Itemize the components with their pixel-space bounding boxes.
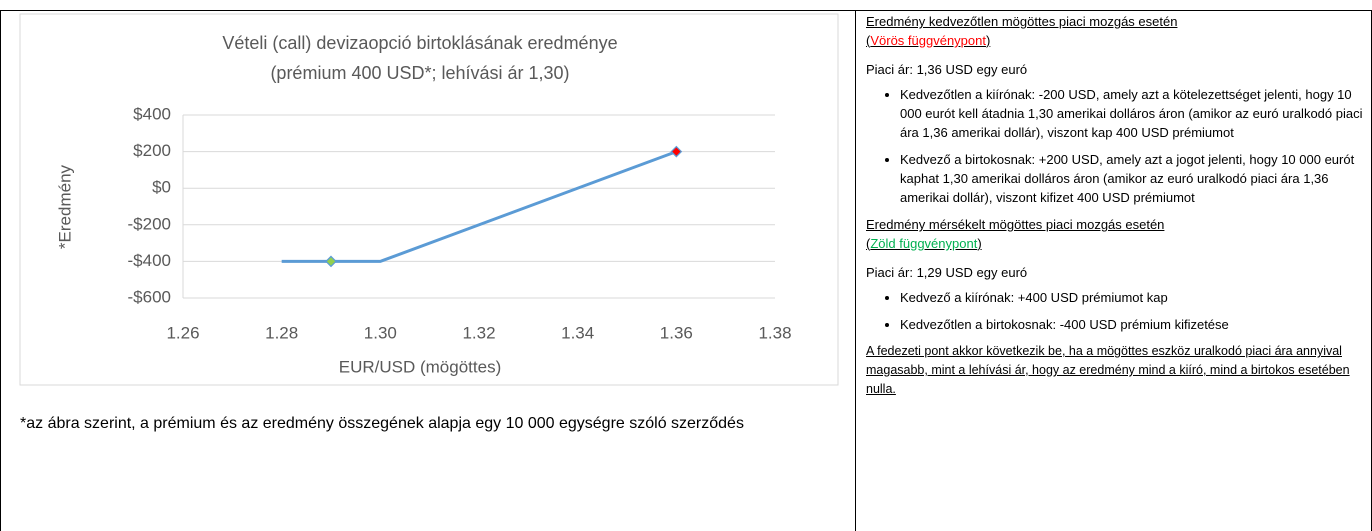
y-axis-label: *Eredmény	[55, 164, 74, 249]
section-note: (Zöld függvénypont)	[866, 234, 1366, 253]
x-tick-label: 1.28	[265, 323, 298, 342]
bullet: Kedvező a kiírónak: +400 USD prémiumot k…	[900, 288, 1366, 307]
point-marker	[670, 145, 683, 158]
note-part: )	[977, 236, 982, 251]
note-part: (	[866, 236, 871, 251]
cell-divider	[855, 10, 856, 531]
note-part: (	[866, 33, 871, 48]
x-tick-label: 1.36	[660, 323, 693, 342]
chart: Vételi (call) devizaopció birtoklásának …	[19, 13, 839, 386]
bullet-list: Kedvezőtlen a kiírónak: -200 USD, amely …	[866, 85, 1366, 207]
chart-box	[19, 13, 839, 386]
y-tick-label: -$400	[128, 251, 171, 270]
x-tick-label: 1.32	[462, 323, 495, 342]
price: Piaci ár: 1,36 USD egy euró	[866, 62, 1028, 77]
bullet: Kedvező a birtokosnak: +200 USD, amely a…	[900, 150, 1366, 207]
footnote: *az ábra szerint, a prémium és az eredmé…	[20, 415, 744, 432]
chart-subtitle: (prémium 400 USD*; lehívási ár 1,30)	[270, 63, 569, 83]
section-heading: Eredmény kedvezőtlen mögöttes piaci mozg…	[866, 14, 1178, 29]
y-tick-label: $200	[133, 141, 171, 160]
x-tick-label: 1.26	[166, 323, 199, 342]
note-part: Zöld függvénypont	[870, 236, 978, 251]
price: Piaci ár: 1,29 USD egy euró	[866, 265, 1028, 280]
section-note: (Vörös függvénypont)	[866, 31, 1366, 50]
y-tick-label: $400	[133, 104, 171, 123]
x-tick-label: 1.34	[561, 323, 594, 342]
bullet-list: Kedvező a kiírónak: +400 USD prémiumot k…	[866, 288, 1366, 334]
data-line	[281, 150, 677, 263]
explanation: Eredmény kedvezőtlen mögöttes piaci mozg…	[866, 12, 1366, 399]
y-tick-label: -$600	[128, 287, 171, 306]
note-part: )	[985, 33, 991, 48]
point-marker	[325, 255, 337, 268]
x-tick-label: 1.30	[364, 323, 397, 342]
y-tick-label: -$200	[128, 214, 171, 233]
chart-title: Vételi (call) devizaopció birtoklásának …	[222, 33, 617, 53]
bullet: Kedvezőtlen a birtokosnak: -400 USD prém…	[900, 315, 1366, 334]
x-axis-label: EUR/USD (mögöttes)	[339, 357, 501, 376]
closing: A fedezeti pont akkor következik be, ha …	[866, 344, 1350, 396]
bullet: Kedvezőtlen a kiírónak: -200 USD, amely …	[900, 85, 1366, 142]
y-tick-label: $0	[152, 178, 171, 197]
note-part: Vörös függvénypont	[870, 33, 986, 48]
x-tick-label: 1.38	[758, 323, 791, 342]
section-heading: Eredmény mérsékelt mögöttes piaci mozgás…	[866, 217, 1165, 232]
